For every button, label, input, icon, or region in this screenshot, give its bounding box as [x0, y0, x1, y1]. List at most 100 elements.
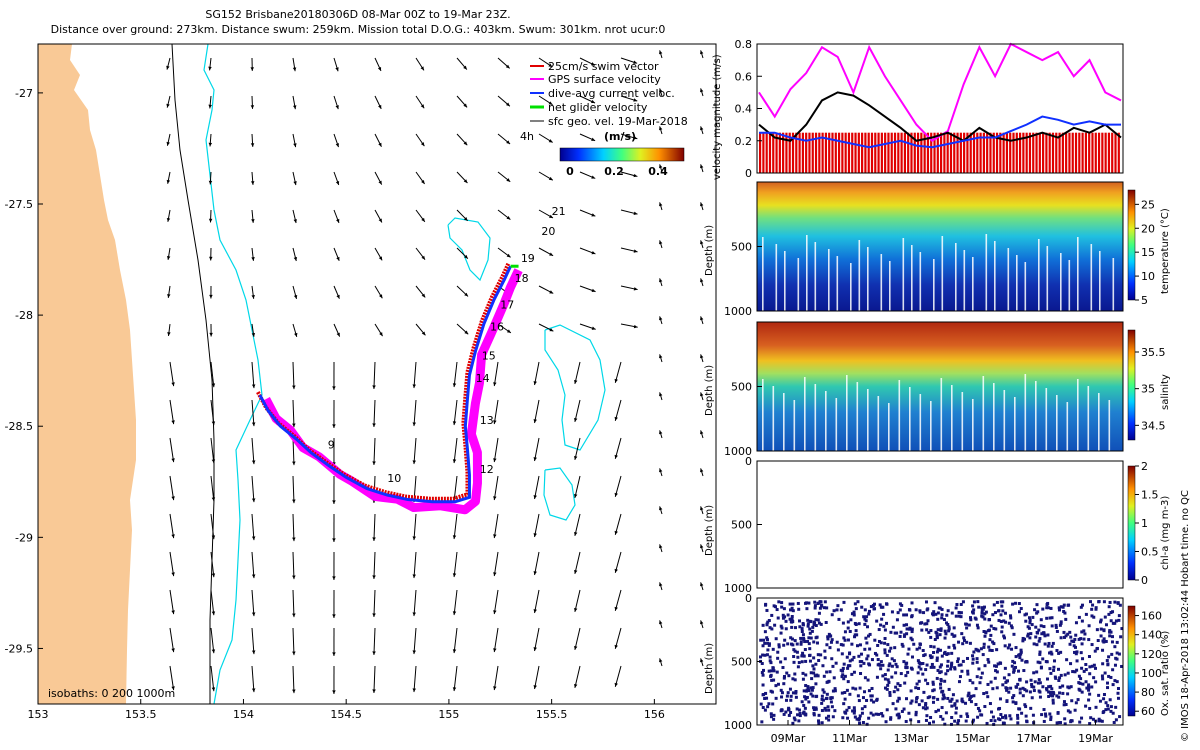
swim-bar [999, 132, 1002, 173]
velocity-arrow [620, 247, 638, 253]
chla-colorbar-label: chl-a (mg m-3) [1160, 495, 1171, 570]
oxygen-point [1069, 685, 1073, 689]
velocity-arrow [210, 551, 216, 578]
velocity-arrow [332, 361, 336, 390]
velocity-arrow [574, 437, 581, 461]
oxygen-point [1115, 640, 1119, 644]
velocity-arrow [497, 57, 511, 69]
velocity-arrow [415, 95, 425, 109]
oxygen-point [842, 636, 846, 640]
oxygen-point [1107, 655, 1111, 659]
oxygen-point [949, 722, 953, 726]
oxygen-point [1113, 663, 1117, 667]
oxygen-point [803, 706, 807, 710]
oxygen-point [795, 707, 799, 711]
oxygen-point [794, 689, 798, 693]
velocity-arrow [659, 582, 663, 591]
oxygen-point [872, 700, 876, 704]
oxygen-point [761, 693, 765, 697]
velocity-arrow [538, 133, 553, 143]
oxygen-point [1114, 705, 1118, 709]
oxygen-point [1008, 714, 1012, 718]
oxygen-point [1038, 681, 1042, 685]
oxygen-point [1097, 693, 1101, 697]
oxygen-point [841, 666, 845, 670]
velocity-arrow [659, 468, 663, 477]
oxygen-point [811, 664, 815, 668]
oxygen-point [931, 680, 935, 684]
velocity-arrow [620, 323, 638, 329]
profile-gap [930, 401, 932, 451]
oxygen-point [1080, 690, 1084, 694]
swim-bar [1114, 132, 1117, 173]
oxygen-point [1059, 636, 1063, 640]
oxygen-point [1082, 629, 1086, 633]
oxygen-point [862, 661, 866, 665]
velocity-arrow [374, 323, 383, 337]
oxygen-point [798, 625, 802, 629]
oxygen-point [1061, 684, 1065, 688]
oxygen-point [996, 662, 1000, 666]
oxygen-point [840, 669, 844, 673]
oxygen-point [972, 608, 976, 612]
swim-bar [923, 132, 926, 173]
oxygen-point [1045, 660, 1049, 664]
oxygen-point [1104, 623, 1108, 627]
velocity-arrow [659, 430, 663, 439]
oxygen-point [1018, 707, 1022, 711]
oxygen-point [979, 647, 983, 651]
oxygen-point [1000, 625, 1004, 629]
oxygen-point [765, 636, 769, 640]
oxygen-point [883, 628, 887, 632]
legend-label-sfc: sfc geo. vel. 19-Mar-2018 [548, 115, 688, 128]
oxygen-point [1062, 635, 1066, 639]
oxygen-point [1019, 650, 1023, 654]
profile-gap [1014, 397, 1016, 451]
oxygen-point [858, 686, 862, 690]
oxygen-point [875, 619, 879, 623]
oxygen-point [914, 608, 918, 612]
oxygen-point [808, 619, 812, 623]
oxygen-point [789, 698, 793, 702]
oxygen-point [1080, 642, 1084, 646]
velocity-arrow [292, 247, 298, 262]
oxygen-point [892, 659, 896, 663]
velocity-arrow [659, 50, 663, 59]
oxygen-point [1079, 637, 1083, 641]
oxygen-point [965, 712, 969, 716]
oxygen-point [932, 688, 936, 692]
velocity-swim-bars [759, 132, 1120, 173]
oxygen-point [925, 628, 929, 632]
oxygen-point [822, 674, 826, 678]
oxygen-point [1049, 650, 1053, 654]
velocity-arrow [456, 95, 468, 108]
swim-bar [1097, 132, 1101, 173]
velocity-arrow [412, 399, 417, 427]
oxygen-point [789, 642, 793, 646]
chart-title-line2: Distance over ground: 273km. Distance sw… [50, 23, 666, 36]
oxygen-point [780, 605, 784, 609]
map-x-tick: 155 [438, 708, 459, 721]
oxygen-point [1095, 628, 1099, 632]
oxygen-point [761, 673, 765, 677]
profile-gap [1038, 239, 1040, 311]
oxygen-point [1002, 619, 1006, 623]
oxygen-point [1018, 610, 1022, 614]
velocity-arrow [208, 133, 213, 147]
oxygen-point [933, 637, 937, 641]
oxygen-point [856, 600, 860, 604]
oxygen-point [940, 616, 944, 620]
oxygen-point [1101, 711, 1105, 715]
velocity-arrow [700, 544, 704, 553]
oxygen-point [846, 666, 850, 670]
oxygen-point [883, 636, 887, 640]
swim-bar [768, 132, 772, 173]
oxygen-point [1106, 686, 1110, 690]
oxygen-point [843, 697, 847, 701]
swim-bar [940, 132, 943, 173]
oxygen-point [827, 714, 831, 718]
velocity-arrow [251, 589, 256, 617]
profile-gap [994, 241, 996, 311]
oxygen-point [1094, 705, 1098, 709]
oxygen-point [1026, 634, 1030, 638]
